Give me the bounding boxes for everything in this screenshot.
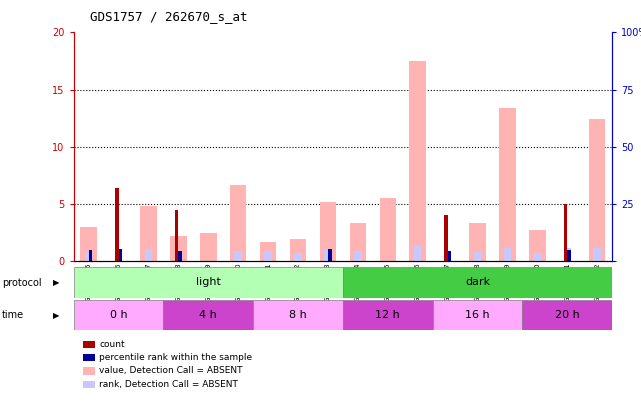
Bar [504,248,511,261]
Text: dark: dark [465,277,490,288]
Bar [253,300,343,330]
Bar [589,119,605,261]
Bar [567,250,571,261]
Text: ▶: ▶ [53,278,60,287]
Bar [178,252,182,261]
Text: 4 h: 4 h [199,310,217,320]
Bar [343,267,612,298]
Bar [414,246,422,261]
Bar [469,224,486,261]
Bar [174,254,182,261]
Bar [115,249,122,261]
Bar [175,210,178,261]
Bar [328,249,331,261]
Bar [260,242,276,261]
Bar [74,300,163,330]
Bar [81,227,97,261]
Text: 0 h: 0 h [110,310,128,320]
Text: time: time [2,310,24,320]
Bar [474,252,481,261]
Bar [163,300,253,330]
Bar [264,251,272,261]
Text: GDS1757 / 262670_s_at: GDS1757 / 262670_s_at [90,10,247,23]
Bar [447,252,451,261]
Bar [320,202,336,261]
Bar [354,252,362,261]
Bar [171,236,187,261]
Bar [522,300,612,330]
Bar [499,108,515,261]
Bar [529,230,545,261]
Text: 8 h: 8 h [289,310,307,320]
Text: light: light [196,277,221,288]
Bar [379,198,396,261]
Text: ▶: ▶ [53,311,60,320]
Bar [444,215,447,261]
Bar [594,248,601,261]
Bar [119,249,122,261]
Text: protocol: protocol [2,278,42,288]
Bar [145,250,153,261]
Bar [85,252,92,261]
Bar [563,204,567,261]
Text: count: count [99,340,125,349]
Bar [324,249,332,261]
Bar [290,239,306,261]
Bar [140,206,156,261]
Bar [235,251,242,261]
Text: 12 h: 12 h [376,310,400,320]
Bar [350,224,366,261]
Bar [88,250,92,261]
Bar [200,232,217,261]
Bar [343,300,433,330]
Bar [410,61,426,261]
Text: value, Detection Call = ABSENT: value, Detection Call = ABSENT [99,367,243,375]
Bar [115,188,119,261]
Text: 16 h: 16 h [465,310,490,320]
Text: 20 h: 20 h [555,310,579,320]
Bar [563,248,571,261]
Bar [74,267,343,298]
Bar [294,253,302,261]
Text: rank, Detection Call = ABSENT: rank, Detection Call = ABSENT [99,380,238,389]
Bar [533,253,541,261]
Bar [433,300,522,330]
Text: percentile rank within the sample: percentile rank within the sample [99,353,253,362]
Bar [230,185,246,261]
